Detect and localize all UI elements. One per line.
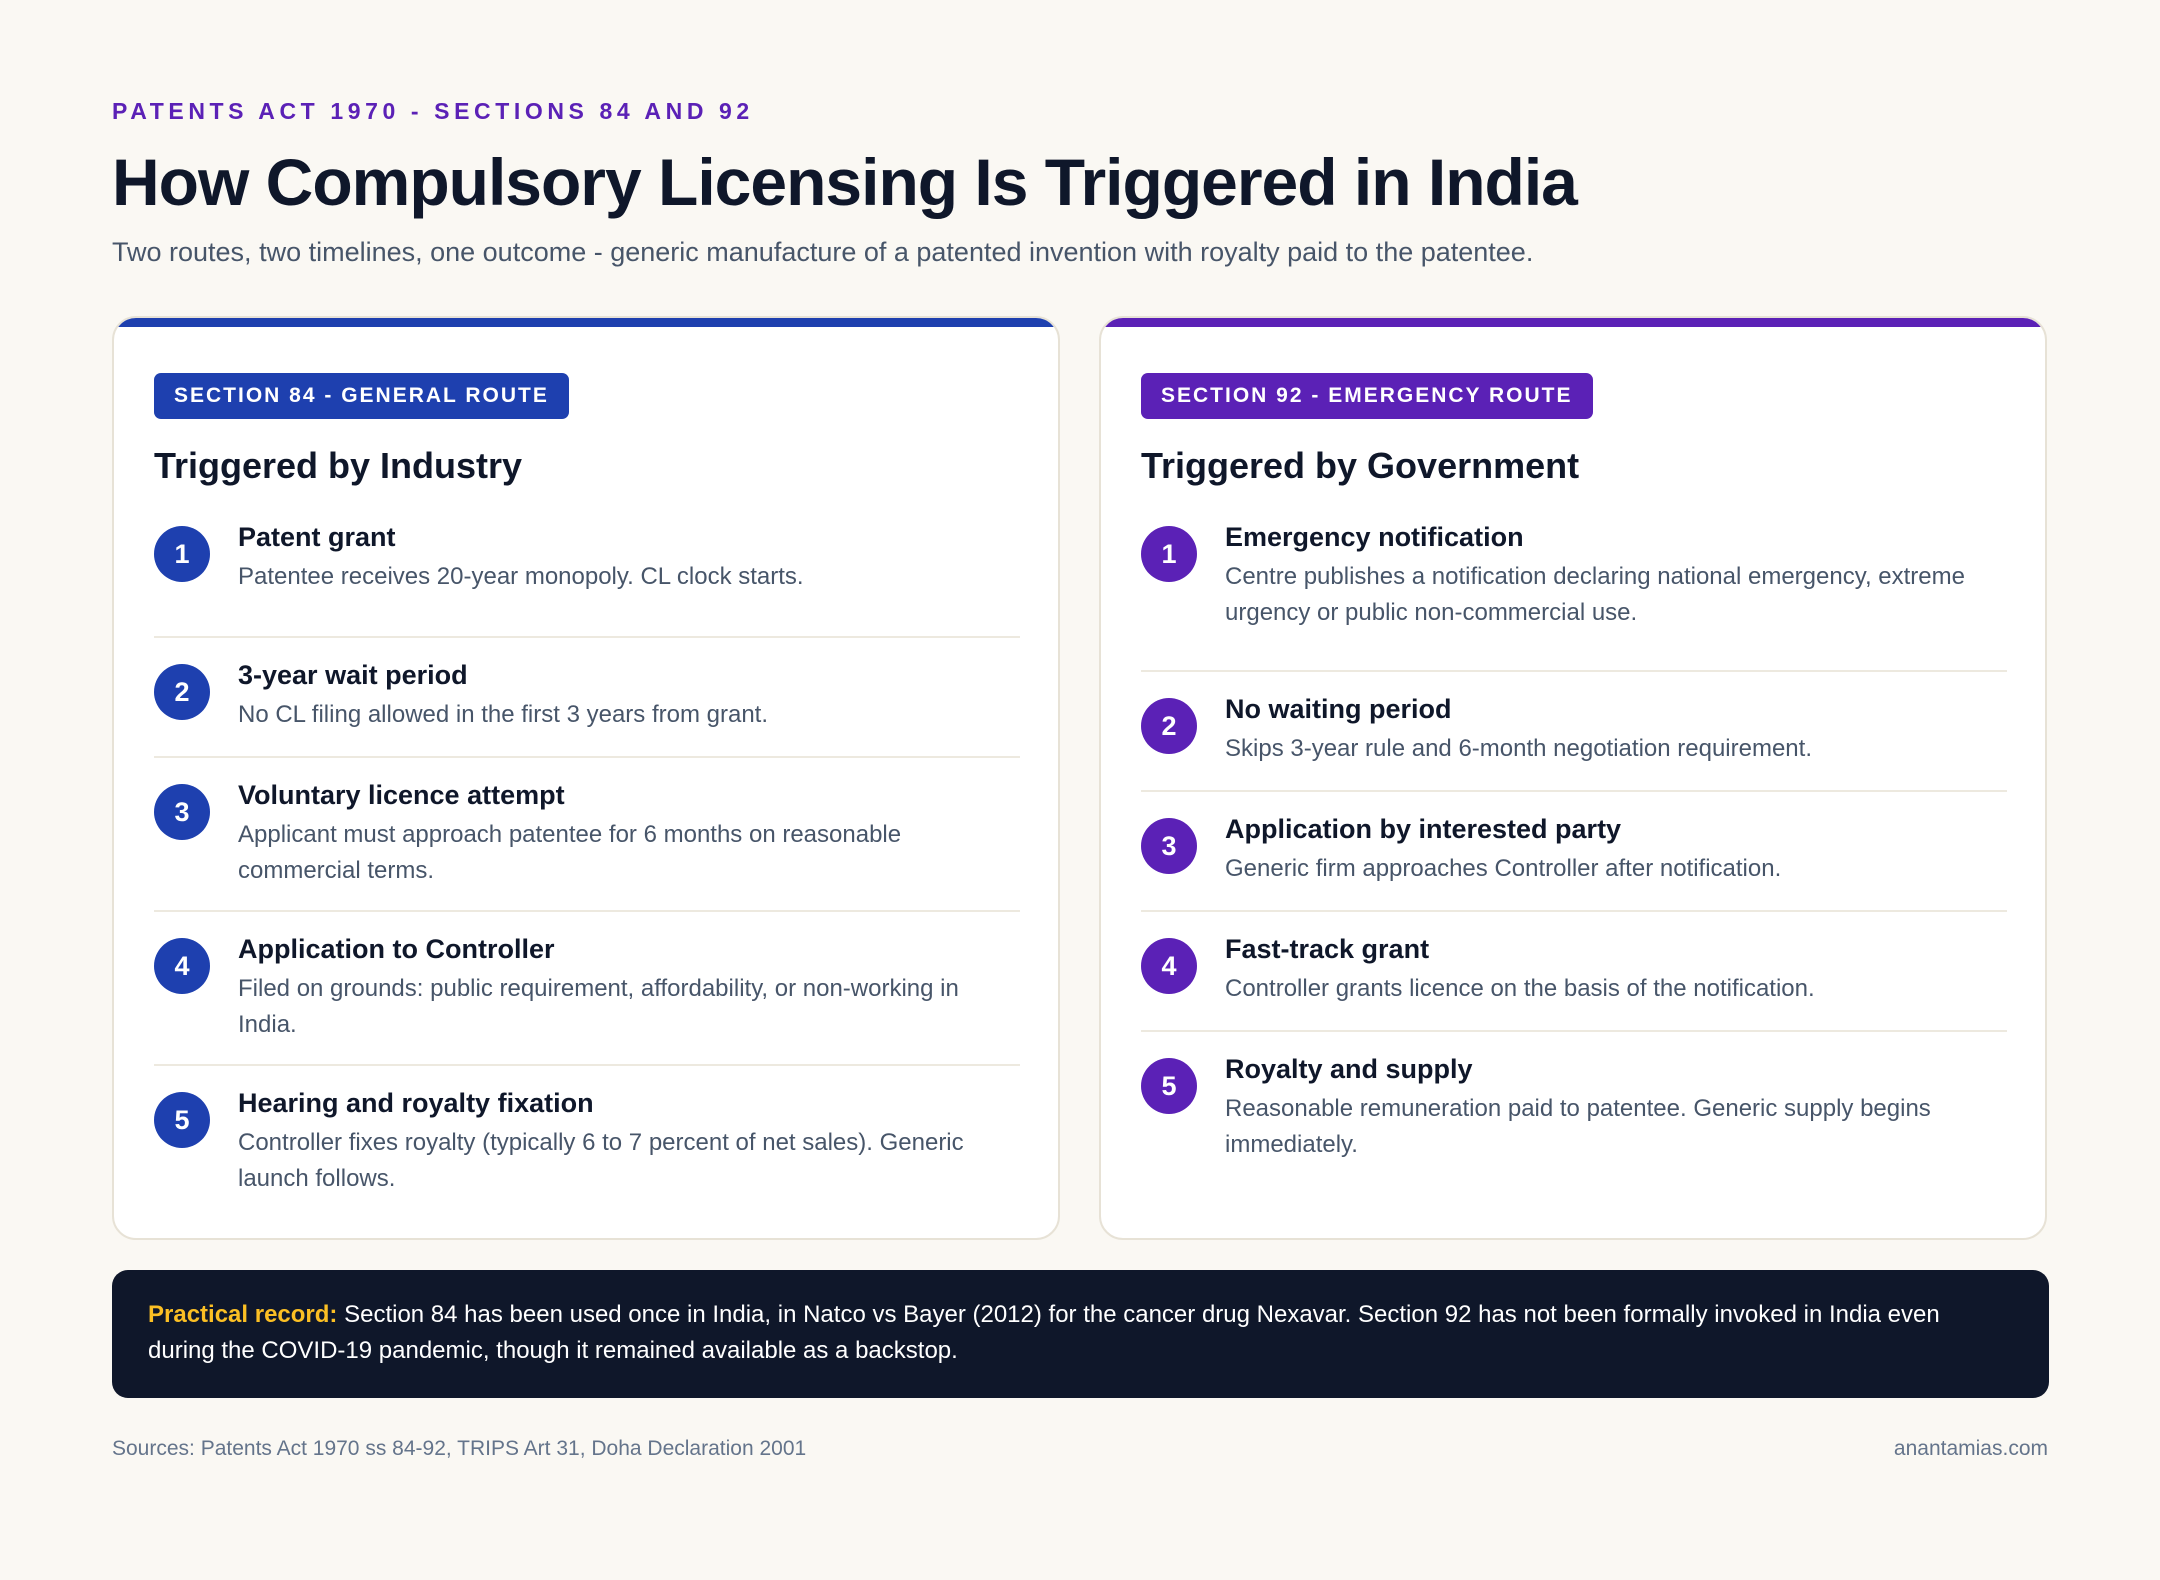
step-body: Application to Controller Filed on groun… <box>238 930 1020 1043</box>
step-body: Patent grant Patentee receives 20-year m… <box>238 518 1020 595</box>
step-body: Fast-track grant Controller grants licen… <box>1225 930 2007 1007</box>
step-number-badge: 1 <box>1141 526 1197 582</box>
step-body: No waiting period Skips 3-year rule and … <box>1225 690 2007 767</box>
step-description: Controller grants licence on the basis o… <box>1225 975 1815 1002</box>
sources-footer: Sources: Patents Act 1970 ss 84-92, TRIP… <box>112 1437 807 1460</box>
section-92-badge: SECTION 92 - EMERGENCY ROUTE <box>1141 373 1593 419</box>
step-item: 5 Royalty and supply Reasonable remunera… <box>1141 1032 2007 1172</box>
step-description: Reasonable remuneration paid to patentee… <box>1225 1095 1931 1158</box>
step-body: Application by interested party Generic … <box>1225 810 2007 887</box>
step-item: 1 Emergency notification Centre publishe… <box>1141 518 2007 672</box>
note-label: Practical record: <box>148 1301 338 1328</box>
step-title: Emergency notification <box>1225 522 1524 552</box>
step-description: Patentee receives 20-year monopoly. CL c… <box>238 563 804 590</box>
page-subtitle: Two routes, two timelines, one outcome -… <box>112 237 1534 267</box>
step-description: No CL filing allowed in the first 3 year… <box>238 701 769 728</box>
card-heading: Triggered by Industry <box>154 445 523 486</box>
step-description: Controller fixes royalty (typically 6 to… <box>238 1129 964 1192</box>
step-title: Application by interested party <box>1225 814 1622 844</box>
step-title: Voluntary licence attempt <box>238 780 565 810</box>
step-number-badge: 3 <box>1141 818 1197 874</box>
step-title: Royalty and supply <box>1225 1054 1473 1084</box>
step-number-badge: 2 <box>1141 698 1197 754</box>
step-item: 3 Application by interested party Generi… <box>1141 792 2007 912</box>
step-description: Applicant must approach patentee for 6 m… <box>238 821 902 884</box>
step-description: Centre publishes a notification declarin… <box>1225 563 1965 626</box>
section-92-card: SECTION 92 - EMERGENCY ROUTE Triggered b… <box>1099 316 2047 1240</box>
step-title: Hearing and royalty fixation <box>238 1088 594 1118</box>
step-body: Hearing and royalty fixation Controller … <box>238 1084 1020 1197</box>
step-body: Voluntary licence attempt Applicant must… <box>238 776 1020 889</box>
step-item: 3 Voluntary licence attempt Applicant mu… <box>154 758 1020 912</box>
card-accent-bar <box>114 318 1058 327</box>
section-84-card: SECTION 84 - GENERAL ROUTE Triggered by … <box>112 316 1060 1240</box>
step-item: 4 Fast-track grant Controller grants lic… <box>1141 912 2007 1032</box>
practical-record-note: Practical record: Section 84 has been us… <box>112 1270 2049 1398</box>
step-number-badge: 5 <box>1141 1058 1197 1114</box>
step-list: 1 Patent grant Patentee receives 20-year… <box>154 518 1020 1206</box>
step-body: Emergency notification Centre publishes … <box>1225 518 2007 631</box>
step-title: Patent grant <box>238 522 396 552</box>
step-title: Fast-track grant <box>1225 934 1430 964</box>
eyebrow-label: PATENTS ACT 1970 - SECTIONS 84 AND 92 <box>112 98 754 124</box>
section-84-badge: SECTION 84 - GENERAL ROUTE <box>154 373 569 419</box>
step-title: Application to Controller <box>238 934 555 964</box>
card-heading: Triggered by Government <box>1141 445 1580 486</box>
step-body: 3-year wait period No CL filing allowed … <box>238 656 1020 733</box>
step-item: 2 No waiting period Skips 3-year rule an… <box>1141 672 2007 792</box>
step-item: 1 Patent grant Patentee receives 20-year… <box>154 518 1020 638</box>
step-item: 4 Application to Controller Filed on gro… <box>154 912 1020 1066</box>
step-description: Generic firm approaches Controller after… <box>1225 855 1782 882</box>
step-number-badge: 2 <box>154 664 210 720</box>
step-item: 2 3-year wait period No CL filing allowe… <box>154 638 1020 758</box>
note-text: Section 84 has been used once in India, … <box>148 1301 1940 1364</box>
page-title: How Compulsory Licensing Is Triggered in… <box>112 145 1578 219</box>
step-list: 1 Emergency notification Centre publishe… <box>1141 518 2007 1172</box>
step-description: Skips 3-year rule and 6-month negotiatio… <box>1225 735 1812 762</box>
step-title: No waiting period <box>1225 694 1452 724</box>
step-number-badge: 1 <box>154 526 210 582</box>
step-body: Royalty and supply Reasonable remunerati… <box>1225 1050 2007 1163</box>
step-title: 3-year wait period <box>238 660 468 690</box>
step-description: Filed on grounds: public requirement, af… <box>238 975 959 1038</box>
card-accent-bar <box>1101 318 2045 327</box>
site-credit: anantamias.com <box>1893 1437 2048 1460</box>
step-number-badge: 4 <box>154 938 210 994</box>
step-number-badge: 3 <box>154 784 210 840</box>
step-number-badge: 5 <box>154 1092 210 1148</box>
step-number-badge: 4 <box>1141 938 1197 994</box>
step-item: 5 Hearing and royalty fixation Controlle… <box>154 1066 1020 1206</box>
